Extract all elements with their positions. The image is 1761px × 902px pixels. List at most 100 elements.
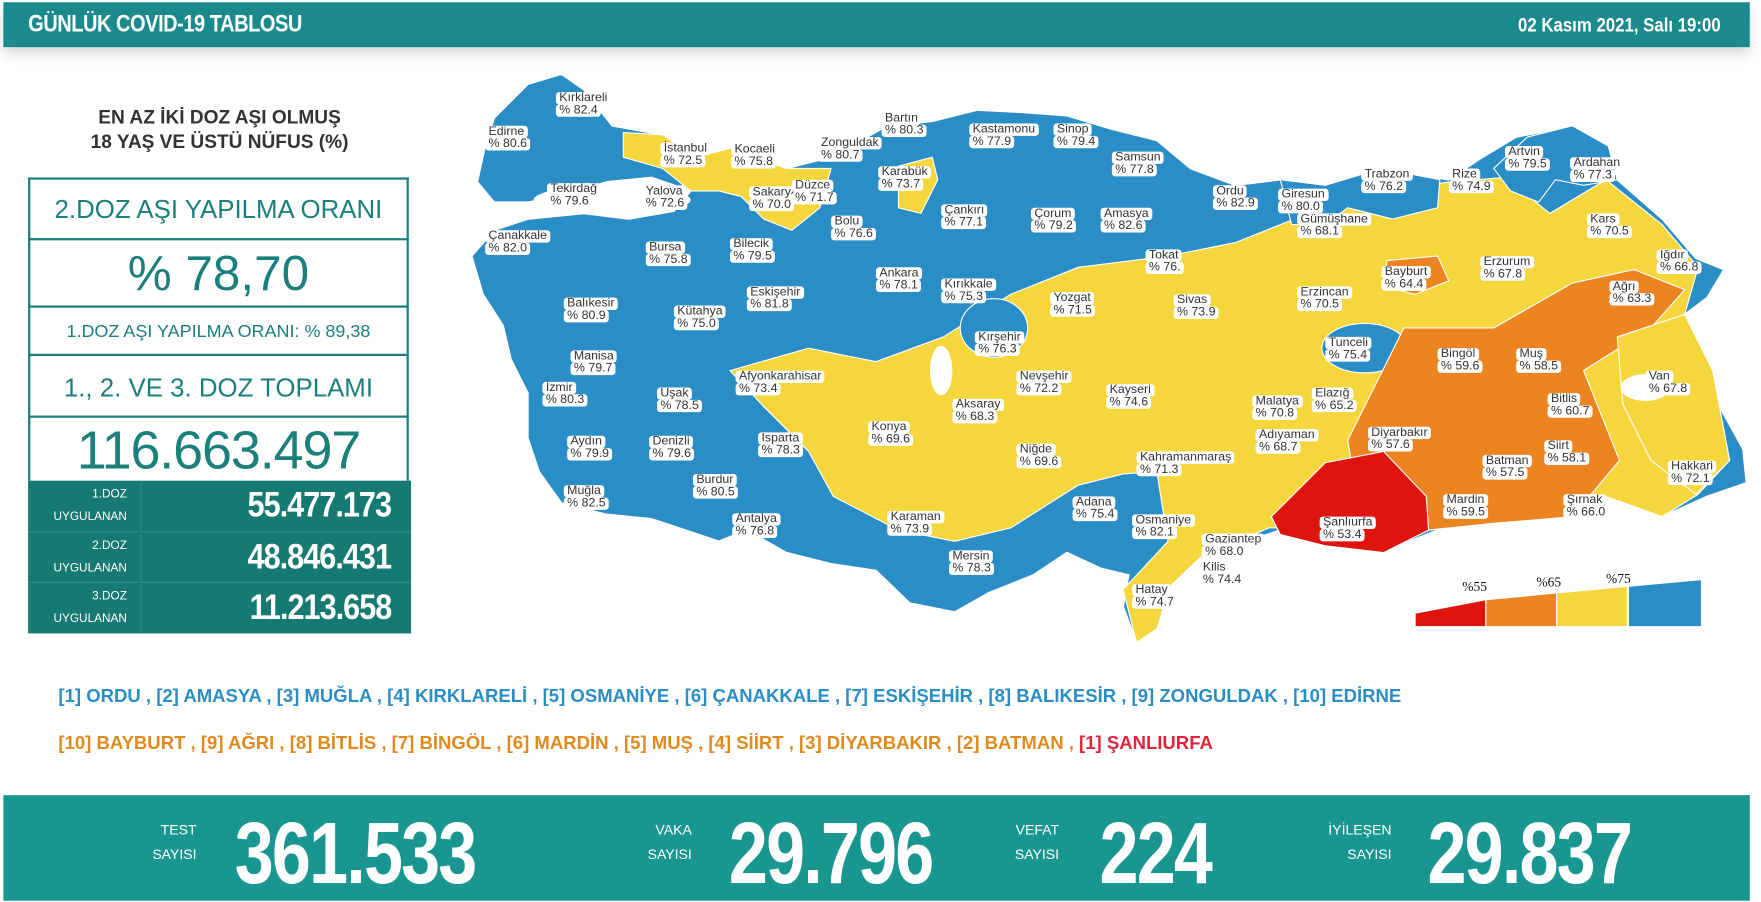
province-value: % 76.3	[974, 343, 1021, 357]
province-value: % 69.6	[868, 433, 914, 446]
province-name: Kocaeli	[731, 143, 779, 157]
province-value: % 57.6	[1367, 439, 1414, 452]
province-name: Gaziantep	[1201, 533, 1265, 546]
province-name: Malatya	[1252, 395, 1303, 408]
top-ranking-text: [1] ORDU , [2] AMASYA , [3] MUĞLA , [4] …	[58, 686, 1402, 707]
province-value: % 72.1	[1667, 472, 1714, 486]
recovered-label: İYİLEŞEN SAYISI	[1328, 822, 1392, 863]
province-label: Balıkesir% 80.9	[563, 297, 618, 323]
province-name: Afyonkarahisar	[735, 370, 825, 383]
province-label: Sakarya% 70.0	[749, 186, 802, 212]
province-label: Şanlıurfa% 53.4	[1319, 516, 1376, 542]
dose-value: 11.213.658	[249, 587, 392, 628]
province-value: % 74.7	[1132, 596, 1178, 609]
dose-row: 3.DOZ UYGULANAN 11.213.658	[28, 583, 411, 633]
province-name: Burdur	[692, 473, 737, 487]
province-label: Malatya% 70.8	[1252, 395, 1303, 421]
panel-title-line1: EN AZ İKİ DOZ AŞI OLMUŞ	[98, 106, 341, 129]
province-value: % 73.4	[735, 382, 781, 396]
province-name: Mardin	[1443, 494, 1488, 507]
dose-row: 2.DOZ UYGULANAN 48.846.431	[28, 532, 412, 584]
province-label: Iğdır% 66.8	[1656, 249, 1702, 275]
province-name: Konya	[868, 421, 910, 434]
province-label: Mersin% 78.3	[949, 550, 995, 576]
province-label: Edirne% 80.6	[485, 125, 531, 151]
province-value: % 70.0	[749, 198, 795, 212]
province-value: % 70.5	[1586, 225, 1633, 239]
lowest-province-text: [1] ŞANLIURFA	[1079, 733, 1213, 754]
province-value: % 57.5	[1482, 467, 1528, 480]
death-label: VEFAT SAYISI	[1014, 822, 1060, 863]
header-bar: GÜNLÜK COVID-19 TABLOSU 02 Kasım 2021, S…	[3, 2, 1750, 48]
province-label: Uşak% 78.5	[657, 387, 703, 413]
province-name: Bilecik	[730, 238, 773, 251]
dose-label: UYGULANAN	[53, 561, 127, 575]
dose-row: 1.DOZ UYGULANAN 55.477.173	[28, 481, 412, 532]
province-label: Konya% 69.6	[868, 421, 914, 446]
province-value: % 75.4	[1072, 508, 1118, 522]
province-value: % 82.6	[1100, 220, 1146, 233]
province-name: Erzincan	[1297, 286, 1352, 299]
province-value: % 71.7	[791, 191, 837, 205]
province-value: % 66.0	[1563, 506, 1609, 519]
province-label: Karabük% 73.7	[878, 166, 932, 191]
province-label: Antalya% 76.8	[732, 513, 781, 538]
daily-stats-bar: TEST SAYISI 361.533 VAKA SAYISI 29.796 VEF…	[3, 795, 1750, 901]
legend-label: %75	[1606, 570, 1631, 587]
province-label: Kars% 70.5	[1586, 213, 1633, 239]
province-name: Yozgat	[1050, 291, 1095, 305]
province-name: Balıkesir	[563, 297, 618, 310]
province-value: % 79.6	[649, 448, 695, 461]
province-value: % 77.1	[941, 216, 987, 230]
province-value: % 78.1	[876, 279, 922, 293]
province-name: Aydın	[567, 435, 606, 449]
province-label: Kocaeli% 75.8	[731, 143, 779, 169]
province-label: Bayburt% 64.4	[1381, 266, 1431, 291]
province-name: Adıyaman	[1255, 428, 1318, 442]
province-value: % 80.6	[485, 138, 531, 151]
province-name: Kilis	[1199, 561, 1229, 574]
dose-value: 55.477.173	[247, 485, 391, 525]
province-value: % 75.3	[941, 290, 987, 304]
province-name: Ağrı	[1609, 280, 1639, 294]
province-name: Kars	[1586, 213, 1620, 226]
page-title: GÜNLÜK COVID-19 TABLOSU	[28, 11, 302, 38]
province-value: % 60.7	[1547, 405, 1593, 418]
province-label: Şırnak% 66.0	[1563, 494, 1609, 519]
province-name: Nevşehir	[1016, 370, 1072, 383]
dose2-rate-label: 2.DOZ AŞI YAPILMA ORANI	[28, 177, 409, 240]
province-name: Bingöl	[1437, 348, 1479, 361]
province-label: Sivas% 73.9	[1173, 294, 1219, 319]
province-name: Kahramanmaraş	[1136, 451, 1235, 464]
province-value: % 59.6	[1437, 360, 1483, 373]
province-name: Ardahan	[1570, 157, 1624, 170]
province-label: Aksaray% 68.3	[952, 398, 1004, 424]
province-value: % 74.9	[1448, 180, 1495, 194]
vaccination-panel-title: EN AZ İKİ DOZ AŞI OLMUŞ 18 YAŞ VE ÜSTÜ N…	[28, 106, 411, 155]
province-label: Muğla% 82.5	[563, 485, 610, 510]
province-value: % 79.9	[567, 448, 613, 461]
province-value: % 73.9	[1173, 306, 1219, 319]
region-red-sanliurfa	[1270, 450, 1430, 554]
province-name: Trabzon	[1361, 168, 1413, 181]
province-name: Ordu	[1212, 185, 1248, 198]
province-value: % 72.5	[660, 154, 706, 168]
province-value: % 68.3	[952, 410, 998, 424]
province-label: Çankırı% 77.1	[941, 204, 988, 230]
province-label: Düzce% 71.7	[791, 179, 837, 205]
province-value: % 73.7	[878, 178, 924, 191]
province-name: Tunceli	[1325, 336, 1372, 350]
panel-title-line2: 18 YAŞ VE ÜSTÜ NÜFUS (%)	[90, 131, 349, 153]
province-label: Ağrı% 63.3	[1609, 280, 1655, 306]
province-label: Osmaniye% 82.1	[1132, 514, 1195, 540]
province-value: % 82.5	[563, 497, 610, 510]
province-label: Tunceli% 75.4	[1325, 336, 1372, 362]
province-value: % 78.3	[758, 444, 804, 458]
legend-swatch-yellow	[1556, 585, 1628, 628]
province-value: % 70.5	[1297, 298, 1343, 312]
province-label: Çorum% 79.2	[1031, 207, 1077, 233]
province-label: Bingöl% 59.6	[1437, 348, 1483, 373]
province-value: % 70.8	[1252, 407, 1298, 421]
province-value: % 82.0	[485, 242, 531, 255]
province-name: Mersin	[949, 550, 993, 563]
